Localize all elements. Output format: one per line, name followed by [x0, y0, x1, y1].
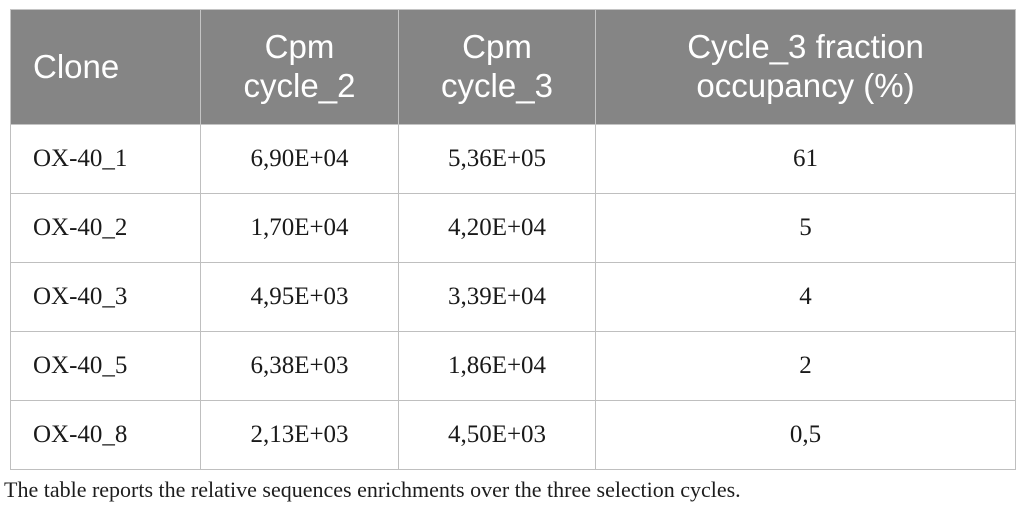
cell-occupancy: 61	[595, 124, 1016, 194]
table-row: OX-40_5 6,38E+03 1,86E+04 2	[10, 331, 1016, 401]
table-header: Clone Cpm cycle_2 Cpm cycle_3 Cycle_3 fr…	[10, 9, 1016, 125]
cell-cpm-cycle-3: 4,20E+04	[398, 193, 596, 263]
table-row: OX-40_3 4,95E+03 3,39E+04 4	[10, 262, 1016, 332]
cell-clone: OX-40_5	[10, 331, 201, 401]
cell-occupancy: 0,5	[595, 400, 1016, 470]
column-header-clone: Clone	[10, 9, 201, 125]
column-header-cycle-3-fraction-occupancy: Cycle_3 fraction occupancy (%)	[595, 9, 1016, 125]
cell-cpm-cycle-2: 2,13E+03	[200, 400, 399, 470]
table-row: OX-40_8 2,13E+03 4,50E+03 0,5	[10, 400, 1016, 470]
cell-cpm-cycle-3: 1,86E+04	[398, 331, 596, 401]
clone-enrichment-table-container: Clone Cpm cycle_2 Cpm cycle_3 Cycle_3 fr…	[10, 9, 1016, 470]
cell-clone: OX-40_1	[10, 124, 201, 194]
cell-clone: OX-40_8	[10, 400, 201, 470]
cell-clone: OX-40_3	[10, 262, 201, 332]
cell-cpm-cycle-3: 5,36E+05	[398, 124, 596, 194]
table-footnote: The table reports the relative sequences…	[4, 477, 741, 502]
column-header-cpm-cycle-3: Cpm cycle_3	[398, 9, 596, 125]
cell-clone: OX-40_2	[10, 193, 201, 263]
cell-cpm-cycle-3: 4,50E+03	[398, 400, 596, 470]
table-row: OX-40_1 6,90E+04 5,36E+05 61	[10, 124, 1016, 194]
clone-enrichment-table: Clone Cpm cycle_2 Cpm cycle_3 Cycle_3 fr…	[10, 9, 1016, 470]
cell-occupancy: 2	[595, 331, 1016, 401]
header-row: Clone Cpm cycle_2 Cpm cycle_3 Cycle_3 fr…	[10, 9, 1016, 125]
cell-cpm-cycle-2: 6,38E+03	[200, 331, 399, 401]
cell-cpm-cycle-2: 1,70E+04	[200, 193, 399, 263]
cell-cpm-cycle-2: 6,90E+04	[200, 124, 399, 194]
table-body: OX-40_1 6,90E+04 5,36E+05 61 OX-40_2 1,7…	[10, 124, 1016, 470]
table-row: OX-40_2 1,70E+04 4,20E+04 5	[10, 193, 1016, 263]
cell-cpm-cycle-3: 3,39E+04	[398, 262, 596, 332]
cell-occupancy: 4	[595, 262, 1016, 332]
cell-cpm-cycle-2: 4,95E+03	[200, 262, 399, 332]
cell-occupancy: 5	[595, 193, 1016, 263]
column-header-cpm-cycle-2: Cpm cycle_2	[200, 9, 399, 125]
